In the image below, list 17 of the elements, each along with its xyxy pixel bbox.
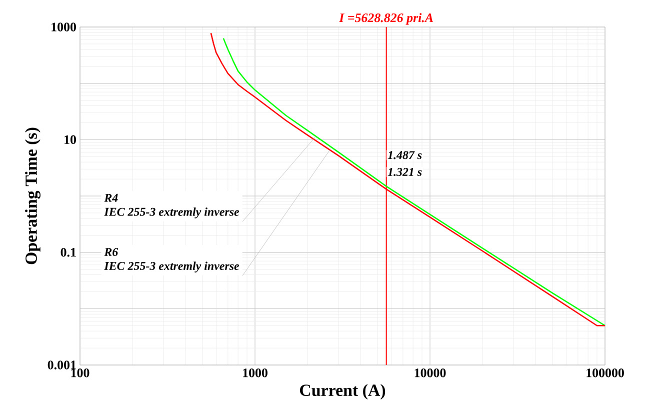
x-tick-label: 100000 bbox=[586, 368, 624, 378]
annotation: IEC 255-3 extremly inverse bbox=[104, 262, 240, 272]
y-tick-label: 1000 bbox=[52, 22, 76, 32]
x-tick-label: 100 bbox=[71, 368, 90, 378]
annotation: 1.321 s bbox=[388, 168, 422, 176]
ref-line-label: I =5628.826 pri.A bbox=[338, 13, 434, 25]
x-tick-label: 1000 bbox=[243, 368, 268, 378]
annotation: IEC 255-3 extremly inverse bbox=[104, 207, 240, 218]
y-tick-label: 10 bbox=[64, 135, 76, 144]
x-axis-title: Current (A) bbox=[300, 384, 386, 400]
annotation: 1.487 s bbox=[388, 151, 422, 160]
x-tick-label: 10000 bbox=[414, 368, 446, 378]
annotation: R6 bbox=[104, 248, 118, 256]
annotation: R4 bbox=[104, 194, 118, 202]
y-tick-label: 0.001 bbox=[48, 360, 76, 370]
y-tick-label: 0.1 bbox=[60, 248, 76, 257]
y-axis-title: Operating Time (s) bbox=[25, 128, 40, 264]
